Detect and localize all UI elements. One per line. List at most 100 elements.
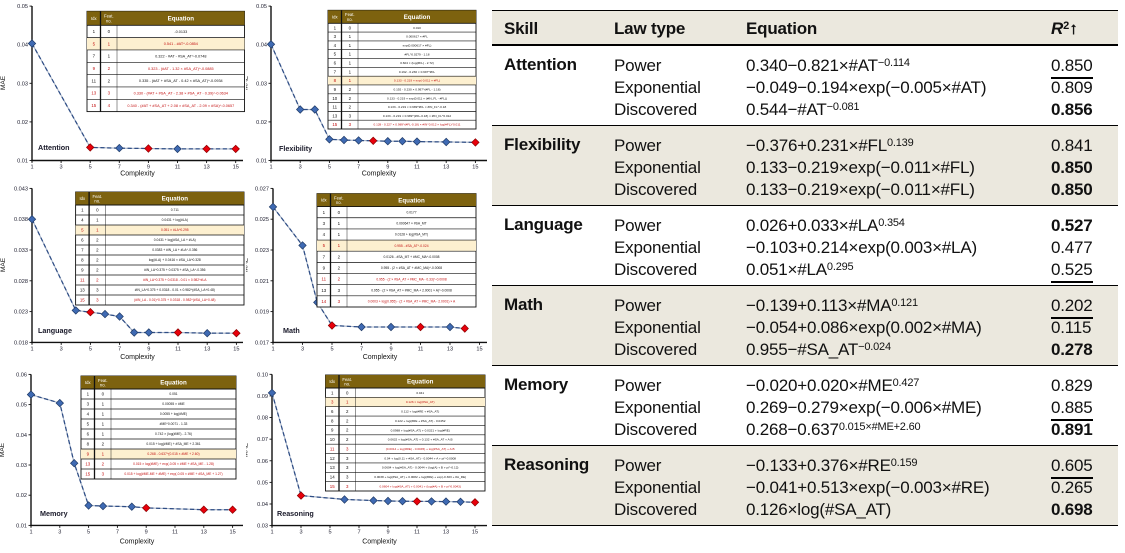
svg-text:0.128 - 0.227 × 0.989^(#FL-0.1: 0.128 - 0.227 × 0.989^(#FL-0.18) × #IN^0… [374,123,461,127]
svg-text:0.038: 0.038 [14,217,28,223]
svg-text:5: 5 [323,243,326,248]
svg-text:MAE: MAE [246,75,250,90]
svg-text:Language: Language [38,326,72,335]
svg-text:0.06: 0.06 [257,459,268,465]
svg-text:15: 15 [80,298,85,303]
svg-text:9: 9 [323,266,326,271]
svg-text:0.541 - #AT^-0.0854: 0.541 - #AT^-0.0854 [164,42,198,46]
svg-text:13: 13 [443,165,449,171]
svg-text:1: 1 [334,25,337,30]
svg-text:3: 3 [58,529,61,535]
svg-text:Equation: Equation [407,379,434,386]
svg-text:8: 8 [331,418,334,423]
svg-text:1: 1 [323,210,326,215]
svg-text:Feat.: Feat. [342,377,352,382]
svg-text:15: 15 [233,346,239,352]
svg-text:15: 15 [91,103,96,108]
svg-text:3: 3 [346,484,349,489]
svg-text:5: 5 [328,165,331,171]
svg-text:0.041: 0.041 [416,391,424,395]
svg-text:1: 1 [346,400,349,405]
svg-text:2: 2 [349,105,352,110]
svg-text:9: 9 [386,530,389,536]
svg-text:1: 1 [349,34,352,39]
svg-text:#ME^0.0071 - 1.33: #ME^0.0071 - 1.33 [160,422,188,426]
svg-text:5: 5 [89,346,92,352]
svg-text:Equation: Equation [398,197,425,204]
svg-text:13: 13 [80,288,85,293]
svg-text:3: 3 [346,456,349,461]
svg-text:13: 13 [443,530,449,536]
svg-text:13: 13 [201,529,207,535]
svg-text:2: 2 [96,238,99,243]
svg-text:15: 15 [332,122,337,127]
svg-text:15: 15 [472,165,478,171]
svg-text:#IN_LA^0.375 + 0.0375 + #SA_LA: #IN_LA^0.375 + 0.0375 + #SA_LA^-0.356 [144,268,206,272]
svg-text:Idx: Idx [85,380,91,385]
svg-text:0: 0 [346,390,349,395]
svg-text:0.02: 0.02 [16,493,27,499]
svg-text:13: 13 [85,462,90,467]
svg-text:0.015 + log(#ME) + #SA_ME + 2.: 0.015 + log(#ME) + #SA_ME + 2.361 [146,442,200,446]
svg-text:0.0055 + log(#ME): 0.0055 + log(#ME) [160,412,187,416]
svg-text:exp(0.000617 × #FL): exp(0.000617 × #FL) [403,43,432,47]
svg-text:11: 11 [92,78,97,83]
svg-text:0.335 - (#AT + #SA_AT - 0.42 ×: 0.335 - (#AT + #SA_AT - 0.42 × #SA_AT)^-… [139,79,223,83]
svg-text:1: 1 [102,402,105,407]
svg-text:6: 6 [87,432,90,437]
svg-text:0.010: 0.010 [413,26,421,30]
svg-text:4: 4 [108,103,111,108]
svg-text:0.09: 0.09 [257,394,268,400]
svg-text:2: 2 [346,409,349,414]
svg-text:3: 3 [346,446,349,451]
svg-text:Idx: Idx [91,16,97,21]
svg-text:2: 2 [338,277,341,282]
svg-text:13: 13 [330,465,335,470]
svg-text:15: 15 [472,530,478,536]
svg-text:0.192 - 0.230 × 0.997^(#FL - 1: 0.192 - 0.230 × 0.997^(#FL - 1.18) [394,87,441,91]
svg-text:0.000617 × #FL: 0.000617 × #FL [406,35,428,39]
svg-text:0.340 - (#AT + #SA_AT + 2.08 ×: 0.340 - (#AT + #SA_AT + 2.08 × #SA_AT - … [127,104,234,108]
svg-text:0.01: 0.01 [16,523,27,529]
svg-text:Complexity: Complexity [362,539,397,546]
svg-text:2: 2 [346,418,349,423]
svg-text:4: 4 [323,232,326,237]
svg-text:1: 1 [349,69,352,74]
svg-text:Flexibility: Flexibility [279,144,312,153]
svg-text:0.126 × log(#SA_AT): 0.126 × log(#SA_AT) [406,400,435,404]
svg-text:2: 2 [108,66,111,71]
svg-text:11: 11 [333,105,338,110]
svg-text:3: 3 [299,530,302,536]
svg-text:Equation: Equation [404,14,431,21]
svg-text:1: 1 [338,232,341,237]
svg-text:7: 7 [118,346,121,352]
svg-text:Complexity: Complexity [120,171,155,178]
svg-text:4: 4 [334,43,337,48]
svg-text:9: 9 [93,66,96,71]
svg-text:9: 9 [386,165,389,171]
svg-text:1: 1 [87,392,90,397]
svg-text:0.04: 0.04 [17,43,28,49]
svg-text:7: 7 [118,165,121,171]
svg-text:2: 2 [349,87,352,92]
svg-text:0.0383 + #IN_LA + #LA^-0.356: 0.0383 + #IN_LA + #LA^-0.356 [152,248,197,252]
svg-text:15: 15 [229,529,235,535]
svg-text:Memory: Memory [40,509,68,518]
svg-text:9: 9 [147,346,150,352]
svg-text:0.028: 0.028 [14,279,28,285]
svg-text:2: 2 [96,278,99,283]
svg-text:9: 9 [334,87,337,92]
svg-text:15: 15 [233,165,239,171]
svg-text:Complexity: Complexity [363,354,398,361]
svg-text:0.112 + log(#RE + #SA_AT): 0.112 + log(#RE + #SA_AT) [401,410,439,414]
svg-text:0.04: 0.04 [256,43,267,49]
svg-text:9: 9 [147,165,150,171]
svg-text:Feat.: Feat. [104,14,114,19]
svg-text:3: 3 [96,298,99,303]
svg-text:2: 2 [108,78,111,83]
svg-text:0.133 - 0.219 × 0.989^(#FL-0.1: 0.133 - 0.219 × 0.989^(#FL-0.18) × #IN_F… [383,114,452,118]
svg-text:13: 13 [204,346,210,352]
svg-text:13: 13 [203,165,209,171]
svg-text:1: 1 [96,228,99,233]
svg-text:0.03: 0.03 [257,524,268,530]
